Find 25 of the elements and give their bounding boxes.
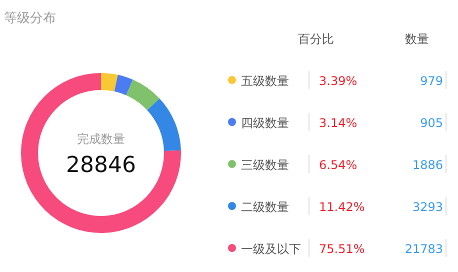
data-label: 3.39% <box>319 74 358 88</box>
legend-label: 二级数量 <box>241 200 289 214</box>
text: 1886 <box>412 158 443 172</box>
donut-slice <box>101 73 118 92</box>
legend-label: 一级及以下 <box>241 242 301 256</box>
donut-slice <box>147 98 181 151</box>
data-label: 3.14% <box>319 116 358 130</box>
legend-label: 四级数量 <box>241 116 289 130</box>
data-label: 6.54% <box>319 158 358 172</box>
donut-slice <box>114 74 133 96</box>
donut-slice <box>126 80 160 110</box>
text: 28846 <box>66 153 136 178</box>
text: 3293 <box>412 200 443 214</box>
text: 21783 <box>404 242 443 256</box>
text: 905 <box>420 116 443 130</box>
text: 百分比 <box>298 32 334 46</box>
data-label: 11.42% <box>319 200 365 214</box>
legend-label: 五级数量 <box>241 74 289 88</box>
text: 完成数量 <box>77 132 125 146</box>
text: 数量 <box>405 32 429 46</box>
donut-slice <box>21 73 181 233</box>
data-label: 75.51% <box>319 242 365 256</box>
legend-label: 三级数量 <box>241 158 289 172</box>
chart-title: 等级分布 <box>4 11 56 26</box>
text: 979 <box>420 74 443 88</box>
